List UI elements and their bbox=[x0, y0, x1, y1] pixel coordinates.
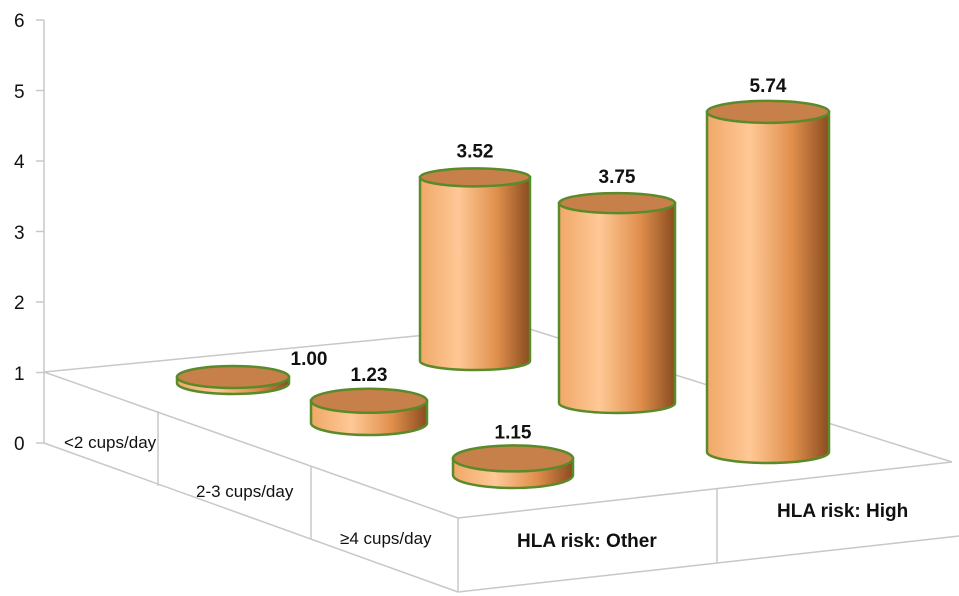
cylinder-bar: 3.75 bbox=[557, 167, 677, 415]
y-tick-label: 2 bbox=[14, 293, 25, 314]
y-tick-label: 6 bbox=[14, 11, 25, 32]
cylinder-bar: 1.15 bbox=[451, 422, 575, 490]
category-label: <2 cups/day bbox=[64, 433, 157, 452]
floor-left-edge bbox=[43, 442, 459, 593]
cylinder-top bbox=[175, 364, 291, 390]
floor-bottom-edge-lower bbox=[457, 535, 959, 593]
cylinder-top bbox=[705, 99, 831, 125]
series-label: HLA risk: High bbox=[777, 501, 908, 522]
data-label: 3.75 bbox=[599, 167, 636, 188]
floor-bottom-edge bbox=[457, 461, 953, 519]
cylinder-body bbox=[705, 110, 831, 465]
bars: 1.00 1.23 3.52 1.15 3.75 5.74 bbox=[175, 76, 831, 490]
y-tick-label: 4 bbox=[14, 152, 25, 173]
cylinder-bar: 3.52 bbox=[418, 141, 532, 372]
series-label: HLA risk: Other bbox=[517, 531, 657, 552]
cylinder-body bbox=[418, 176, 532, 372]
y-tick-label: 0 bbox=[14, 434, 25, 455]
y-tick-label: 3 bbox=[14, 223, 25, 244]
cylinder-bar: 1.00 bbox=[175, 349, 328, 396]
cylinder-top bbox=[309, 387, 429, 415]
data-label: 1.15 bbox=[495, 422, 532, 443]
data-label: 1.23 bbox=[351, 365, 388, 386]
data-label: 1.00 bbox=[291, 349, 328, 370]
y-tick-label: 1 bbox=[14, 364, 25, 385]
series-labels: HLA risk: Other HLA risk: High bbox=[517, 501, 908, 552]
cylinder-top bbox=[557, 191, 677, 215]
floor-front-edge bbox=[43, 371, 459, 519]
data-label: 3.52 bbox=[457, 141, 494, 162]
data-label: 5.74 bbox=[750, 76, 787, 97]
cylinder-top bbox=[418, 167, 532, 188]
cylinder-body bbox=[557, 201, 677, 415]
category-label: ≥4 cups/day bbox=[340, 529, 432, 548]
y-tick-label: 5 bbox=[14, 82, 25, 103]
y-axis-ticks: 0 1 2 3 4 5 6 bbox=[14, 11, 44, 455]
category-label: 2-3 cups/day bbox=[196, 482, 294, 501]
cylinder-bar: 5.74 bbox=[705, 76, 831, 465]
category-labels: <2 cups/day 2-3 cups/day ≥4 cups/day bbox=[64, 433, 432, 548]
cylinder-top bbox=[451, 444, 575, 473]
cylinder-bar: 1.23 bbox=[309, 365, 429, 437]
